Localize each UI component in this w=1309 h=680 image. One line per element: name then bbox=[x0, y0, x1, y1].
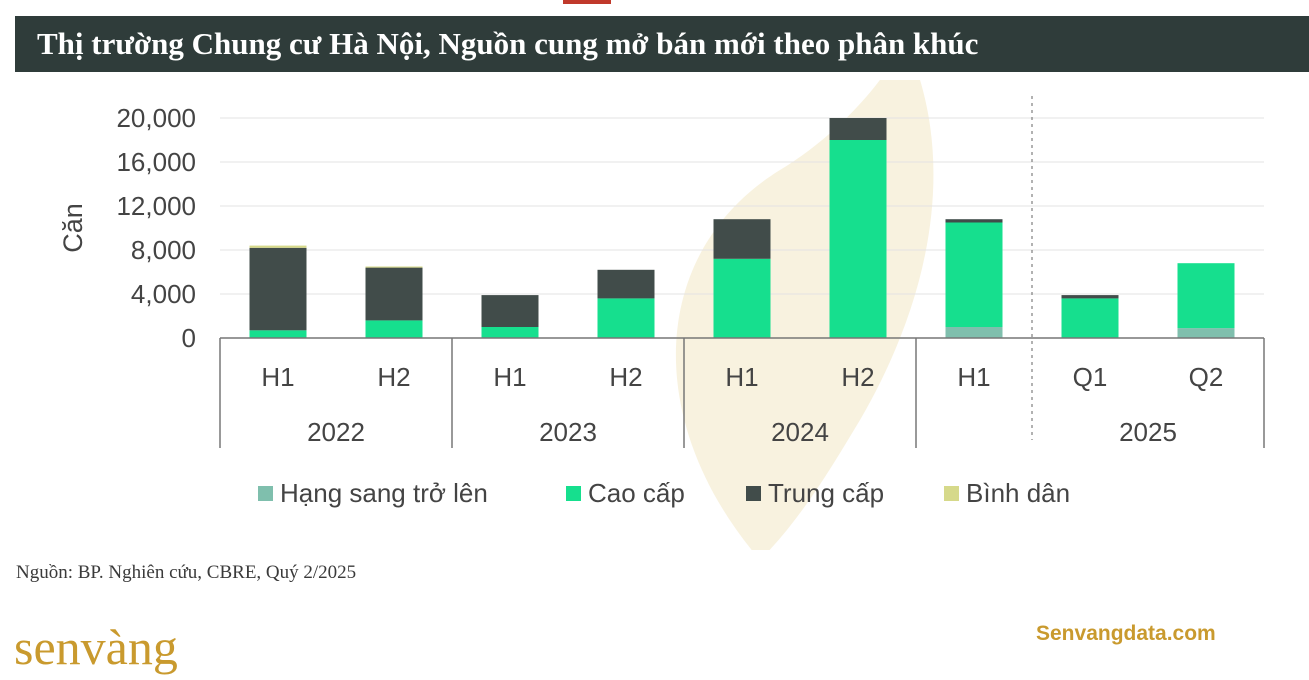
bar-segment bbox=[249, 245, 307, 248]
y-tick-label: 20,000 bbox=[116, 103, 196, 133]
bar-segment bbox=[481, 295, 539, 327]
website-link[interactable]: Senvangdata.com bbox=[1036, 622, 1216, 645]
legend-swatch bbox=[944, 486, 959, 501]
source-note: Nguồn: BP. Nghiên cứu, CBRE, Quý 2/2025 bbox=[16, 562, 357, 583]
bar-segment bbox=[829, 140, 887, 338]
x-tick-label: Q1 bbox=[1073, 362, 1108, 392]
logo-text: senvàng bbox=[14, 619, 178, 675]
bar-segment bbox=[945, 327, 1003, 338]
x-tick-label: H2 bbox=[377, 362, 410, 392]
bar-segment bbox=[365, 266, 423, 268]
y-tick-label: 4,000 bbox=[131, 279, 196, 309]
chart-title: Thị trường Chung cư Hà Nội, Nguồn cung m… bbox=[37, 26, 979, 61]
legend-label: Hạng sang trở lên bbox=[280, 478, 488, 508]
bar-segment bbox=[1177, 328, 1235, 338]
bar-segment bbox=[1061, 295, 1119, 299]
senvang-logo: senvàng bbox=[14, 619, 178, 675]
bar-segment bbox=[597, 269, 655, 299]
x-tick-label: H1 bbox=[261, 362, 294, 392]
x-tick-label: H1 bbox=[493, 362, 526, 392]
x-tick-label: H1 bbox=[957, 362, 990, 392]
bar-segment bbox=[829, 118, 887, 140]
bar-segment bbox=[365, 320, 423, 338]
y-tick-label: 0 bbox=[182, 323, 196, 353]
y-tick-label: 8,000 bbox=[131, 235, 196, 265]
legend-swatch bbox=[566, 486, 581, 501]
bar-segment bbox=[945, 219, 1003, 223]
legend-label: Bình dân bbox=[966, 478, 1070, 508]
x-tick-label: H2 bbox=[841, 362, 874, 392]
bar-segment bbox=[597, 298, 655, 338]
bar-segment bbox=[365, 267, 423, 321]
bar-segment bbox=[481, 327, 539, 338]
group-label: 2024 bbox=[771, 417, 829, 447]
legend-swatch bbox=[746, 486, 761, 501]
x-tick-label: Q2 bbox=[1189, 362, 1224, 392]
bar-segment bbox=[713, 219, 771, 259]
y-tick-label: 16,000 bbox=[116, 147, 196, 177]
bar-segment bbox=[1061, 298, 1119, 338]
group-label: 2022 bbox=[307, 417, 365, 447]
bar-segment bbox=[1177, 263, 1235, 329]
stacked-bar-chart: 0 4,000 8,000 12,000 16,000 20,000 Căn H1 H2 H1 H2… bbox=[58, 80, 1265, 550]
y-tick-label: 12,000 bbox=[116, 191, 196, 221]
legend-label: Trung cấp bbox=[768, 478, 884, 508]
x-tick-label: H2 bbox=[609, 362, 642, 392]
legend-label: Cao cấp bbox=[588, 478, 685, 508]
header-accent-bar bbox=[563, 0, 611, 4]
group-label: 2025 bbox=[1119, 417, 1177, 447]
bar-segment bbox=[249, 247, 307, 331]
bar-segment bbox=[713, 258, 771, 338]
title-bar: Thị trường Chung cư Hà Nội, Nguồn cung m… bbox=[15, 16, 1309, 72]
bar-segment bbox=[249, 330, 307, 338]
y-axis-label: Căn bbox=[58, 203, 88, 253]
group-label: 2023 bbox=[539, 417, 597, 447]
legend-swatch bbox=[258, 486, 273, 501]
x-tick-label: H1 bbox=[725, 362, 758, 392]
bar-segment bbox=[945, 222, 1003, 327]
